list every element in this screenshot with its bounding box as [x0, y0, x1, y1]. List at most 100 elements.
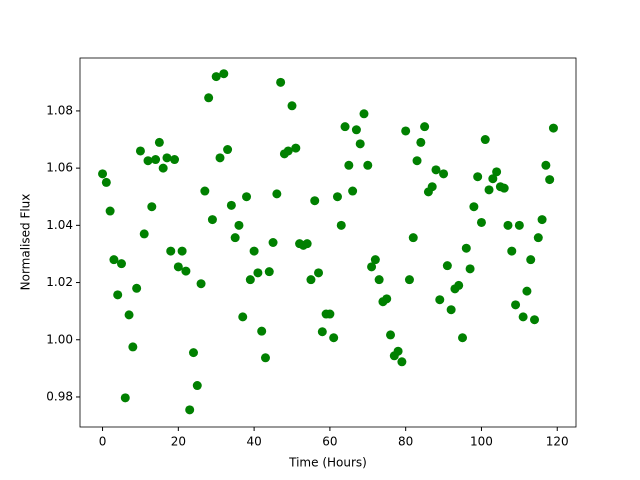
data-point [533, 233, 543, 243]
data-point [401, 126, 411, 136]
data-point [249, 246, 259, 256]
data-point [181, 266, 191, 276]
data-point [120, 393, 130, 403]
data-point [359, 109, 369, 119]
x-tick-label: 0 [99, 435, 107, 449]
data-point [143, 156, 153, 166]
data-point [454, 280, 464, 290]
data-point [276, 77, 286, 87]
y-tick-label: 1.06 [46, 161, 73, 175]
data-point [499, 183, 509, 193]
data-point [147, 202, 157, 212]
data-point [439, 169, 449, 179]
data-point [268, 238, 278, 247]
data-point [458, 333, 468, 343]
data-point [514, 220, 524, 230]
data-point [253, 268, 263, 278]
data-point [151, 155, 161, 165]
data-point [242, 192, 252, 202]
data-point [442, 261, 452, 271]
x-tick-label: 40 [246, 435, 261, 449]
data-point [173, 262, 183, 272]
y-tick-label: 1.08 [46, 103, 73, 117]
y-tick-label: 1.02 [46, 275, 73, 289]
data-point [431, 165, 441, 175]
data-point [397, 357, 407, 367]
data-point [283, 146, 293, 156]
data-point [257, 326, 267, 336]
data-point [393, 346, 403, 356]
data-point [211, 72, 221, 82]
data-point [238, 312, 248, 322]
data-point [507, 246, 517, 256]
data-point [503, 220, 513, 230]
data-point [408, 233, 418, 243]
data-point [518, 312, 528, 322]
data-point [177, 246, 187, 256]
data-point [188, 348, 198, 358]
data-point [484, 185, 494, 195]
data-point [530, 315, 540, 325]
data-point [109, 255, 119, 265]
y-axis-label: Normalised Flux [19, 194, 33, 291]
data-point [465, 264, 475, 274]
data-point [473, 172, 483, 182]
data-point [522, 286, 532, 296]
x-tick-label: 100 [470, 435, 493, 449]
data-point [170, 155, 180, 165]
data-point [154, 137, 164, 147]
data-point [204, 93, 214, 103]
data-point [351, 125, 361, 135]
data-point [541, 160, 551, 170]
data-point [492, 167, 502, 177]
y-tick-label: 0.98 [46, 389, 73, 403]
data-point [336, 220, 346, 230]
data-point [355, 139, 365, 149]
data-point [548, 123, 558, 133]
data-point [348, 186, 358, 196]
data-point [412, 156, 422, 166]
data-point [488, 174, 498, 184]
data-point [116, 259, 126, 269]
data-point [363, 160, 373, 170]
data-point [101, 177, 111, 187]
data-point [370, 255, 380, 265]
data-point [230, 233, 240, 243]
data-point [314, 268, 324, 278]
data-point [461, 243, 471, 253]
data-point [374, 275, 384, 285]
data-point [325, 309, 335, 319]
data-point [386, 330, 396, 340]
data-point [215, 153, 225, 163]
data-point [132, 283, 142, 293]
data-point [162, 153, 172, 163]
data-point [526, 255, 536, 265]
data-point [344, 160, 354, 170]
data-point [329, 333, 339, 343]
data-point [446, 305, 456, 315]
data-point [98, 169, 108, 179]
data-point [196, 279, 206, 289]
data-point [185, 405, 195, 415]
data-point [291, 143, 301, 153]
data-point [245, 275, 255, 285]
data-point [128, 342, 138, 352]
data-point [310, 196, 320, 206]
data-point [260, 353, 270, 363]
data-point [219, 69, 229, 79]
x-tick-label: 80 [398, 435, 413, 449]
data-point [480, 135, 490, 145]
data-point [139, 229, 149, 239]
data-point [382, 294, 392, 304]
data-point [476, 217, 486, 227]
data-point [469, 202, 479, 212]
data-point [367, 262, 377, 272]
data-point [105, 206, 115, 216]
data-point [427, 182, 437, 192]
data-point [200, 186, 210, 196]
data-point [287, 101, 297, 111]
data-point [234, 220, 244, 230]
data-point [124, 310, 134, 320]
y-tick-label: 1.04 [46, 218, 73, 232]
